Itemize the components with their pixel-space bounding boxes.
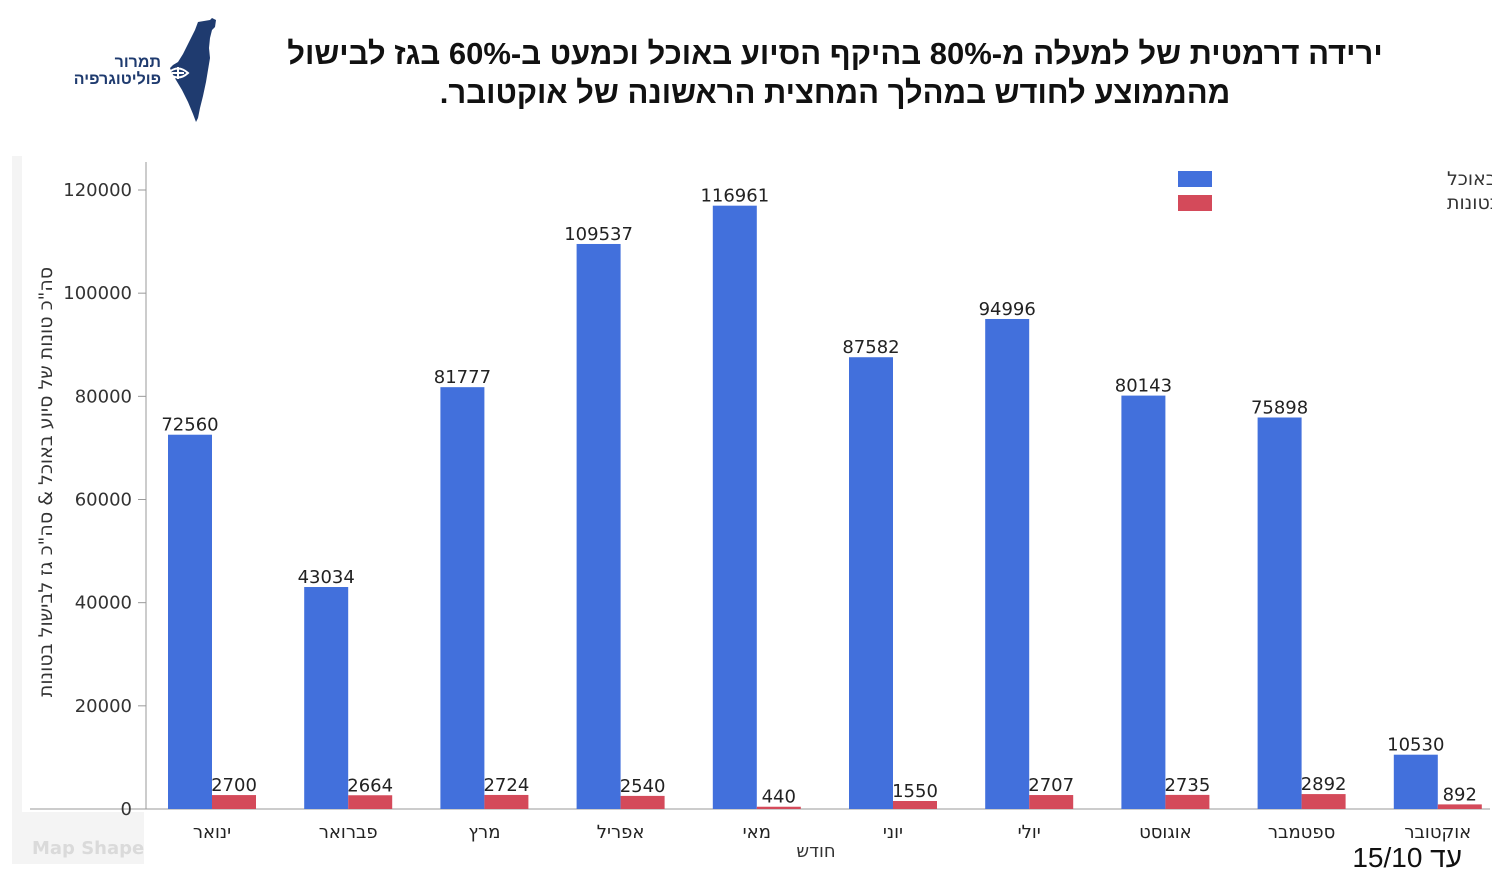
bar-gas-3 — [484, 794, 529, 809]
legend-swatch — [1178, 195, 1212, 211]
x-tick-label: מאי — [743, 822, 771, 843]
bar-food-10 — [1393, 754, 1438, 809]
y-tick-label: 40000 — [75, 593, 132, 614]
data-label-food: 87582 — [842, 337, 899, 358]
bar-food-2 — [304, 587, 349, 809]
date-note: עד 15/10 — [1352, 842, 1462, 873]
bar-gas-8 — [1165, 794, 1210, 809]
legend-swatch — [1178, 171, 1212, 187]
data-label-food: 10530 — [1387, 735, 1444, 756]
bar-food-5 — [712, 205, 757, 810]
data-label-gas: 892 — [1443, 784, 1477, 805]
title-line2: מהממוצע לחודש במהלך המחצית הראשונה של או… — [439, 75, 1231, 110]
data-label-gas: 2707 — [1028, 775, 1074, 796]
bar-gas-7 — [1029, 795, 1074, 809]
x-tick-label: ינואר — [193, 822, 231, 843]
y-tick-label: 80000 — [75, 386, 132, 407]
data-label-gas: 2664 — [347, 775, 393, 796]
x-axis-title: חודש — [796, 841, 835, 862]
legend-label: סה"כ טונות של סיוע באוכל — [1447, 168, 1492, 190]
bar-gas-4 — [620, 795, 665, 809]
bar-gas-6 — [893, 801, 937, 809]
y-tick-label: 20000 — [75, 696, 132, 717]
y-axis-title: סה"כ טונות של סיוע באוכל & סה"כ גז לבישו… — [35, 267, 57, 697]
data-label-gas: 1550 — [892, 781, 938, 802]
y-tick-label: 100000 — [63, 283, 132, 304]
data-label-food: 94996 — [979, 299, 1036, 320]
chart-title: ירידה דרמטית של למעלה מ-80% בהיקף הסיוע … — [230, 34, 1440, 112]
data-label-food: 109537 — [564, 224, 633, 245]
x-tick-label: יוני — [883, 822, 903, 843]
x-tick-label: ספטמבר — [1268, 822, 1335, 843]
bar-food-9 — [1257, 417, 1302, 809]
data-label-gas: 440 — [762, 787, 796, 808]
x-tick-label: יולי — [1018, 822, 1041, 843]
y-tick-label: 0 — [121, 799, 132, 820]
data-label-gas: 2735 — [1164, 775, 1210, 796]
logo-line1: תמרור — [114, 54, 161, 71]
data-label-food: 72560 — [161, 415, 218, 436]
logo: תמרור פוליטוגרפיה — [38, 18, 223, 126]
y-tick-label: 60000 — [75, 490, 132, 511]
panel-shade — [12, 812, 144, 864]
data-label-gas: 2700 — [211, 775, 257, 796]
legend-label: סה"כ גז לבישול בטונות — [1447, 192, 1492, 214]
bar-food-3 — [440, 387, 485, 809]
x-tick-label: מרץ — [468, 822, 500, 843]
data-label-food: 75898 — [1251, 397, 1308, 418]
x-tick-label: אוקטובר — [1404, 822, 1471, 843]
data-label-gas: 2540 — [620, 776, 666, 797]
y-tick-label: 120000 — [63, 180, 132, 201]
title-line1: ירידה דרמטית של למעלה מ-80% בהיקף הסיוע … — [287, 36, 1383, 71]
bar-gas-9 — [1301, 794, 1346, 809]
bar-food-4 — [576, 243, 621, 809]
bar-food-6 — [849, 357, 893, 809]
logo-line2: פוליטוגרפיה — [73, 71, 161, 88]
data-label-gas: 2724 — [483, 775, 529, 796]
map-shape-watermark: Map Shape — [32, 838, 145, 859]
panel-shade — [12, 156, 22, 864]
data-label-food: 81777 — [434, 367, 491, 388]
bar-food-1 — [168, 434, 212, 809]
data-label-food: 43034 — [298, 567, 355, 588]
bar-gas-1 — [212, 795, 256, 809]
data-label-gas: 2892 — [1301, 774, 1347, 795]
x-tick-label: פברואר — [319, 822, 378, 843]
data-label-food: 80143 — [1115, 376, 1172, 397]
israel-map-icon — [166, 18, 216, 122]
bar-gas-5 — [756, 806, 801, 809]
x-tick-label: אפריל — [597, 822, 645, 843]
bar-food-8 — [1121, 395, 1166, 809]
bar-food-7 — [985, 318, 1030, 809]
bar-gas-10 — [1437, 804, 1482, 809]
x-tick-label: אוגוסט — [1139, 822, 1192, 843]
bar-gas-2 — [348, 795, 393, 809]
data-label-food: 116961 — [700, 186, 769, 207]
